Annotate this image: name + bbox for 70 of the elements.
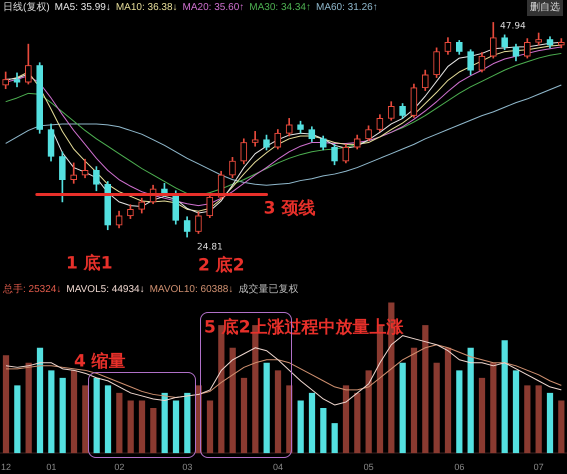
- text: 2 底2: [198, 255, 245, 276]
- bar: [128, 400, 134, 454]
- bar: [172, 400, 180, 454]
- bar: [116, 392, 122, 454]
- bar: [308, 392, 316, 454]
- bar: [410, 348, 418, 454]
- text: 成交量已复权: [238, 284, 298, 295]
- text: 总手: 25324↓: [3, 284, 62, 295]
- bar: [468, 348, 474, 454]
- bar: [2, 355, 10, 454]
- x-tick-label: 03: [182, 462, 192, 472]
- text: MA20: 35.60↑: [182, 2, 244, 13]
- text: MAVOL5: 44934↓: [66, 284, 145, 295]
- bar: [48, 370, 54, 454]
- text: 删自选: [527, 0, 563, 16]
- bar: [524, 385, 530, 454]
- bar: [184, 392, 190, 454]
- x-tick-label: 04: [272, 462, 284, 472]
- bar: [422, 325, 428, 454]
- bar: [502, 340, 508, 454]
- bar: [274, 370, 282, 454]
- bar: [354, 392, 360, 454]
- bar: [94, 378, 100, 454]
- bar: [444, 348, 452, 454]
- bar: [558, 400, 564, 454]
- bar: [478, 378, 486, 454]
- bar: [298, 400, 304, 454]
- text: MA60: 31.26↑: [316, 2, 378, 13]
- x-tick-label: 05: [364, 462, 374, 472]
- x-tick-label: 02: [114, 462, 124, 472]
- chart-title: 日线(复权): [3, 2, 50, 13]
- bar: [546, 392, 554, 454]
- bar: [70, 370, 78, 454]
- text: MAVOL10: 60388↓: [150, 284, 234, 295]
- annotation: 47.94: [500, 21, 526, 32]
- bar: [490, 362, 496, 454]
- bar: [456, 370, 462, 454]
- bar: [138, 400, 146, 454]
- candlestick: [14, 72, 20, 88]
- bar: [14, 385, 20, 454]
- bar: [512, 370, 520, 454]
- bar: [230, 348, 236, 454]
- text: MA30: 34.34↑: [249, 2, 311, 13]
- x-tick-label: 01: [46, 462, 56, 472]
- bar: [400, 362, 406, 454]
- bar: [240, 378, 248, 454]
- annotation: 4 缩量: [74, 351, 126, 372]
- text: MA5: 35.99↓: [54, 2, 111, 13]
- text: MA10: 36.38↓: [116, 2, 178, 13]
- x-tick-label: 07: [534, 462, 544, 472]
- bar: [434, 362, 440, 454]
- bar: [264, 362, 270, 454]
- bar: [150, 408, 156, 454]
- bar: [104, 385, 112, 454]
- x-tick-label: 06: [454, 462, 464, 472]
- bar: [332, 423, 338, 454]
- bar: [36, 348, 44, 454]
- x-tick-label: 12: [1, 462, 12, 472]
- bar: [366, 370, 372, 454]
- bar: [82, 385, 88, 454]
- bar: [60, 378, 66, 454]
- bar: [320, 408, 326, 454]
- bar: [536, 385, 542, 454]
- ref-line-label: 3 颈线: [264, 198, 316, 218]
- text: 24.81: [197, 242, 223, 252]
- bar: [26, 362, 32, 454]
- text: 1 底1: [66, 253, 113, 274]
- bar: [342, 385, 350, 454]
- bar: [162, 392, 168, 454]
- bar: [206, 400, 214, 454]
